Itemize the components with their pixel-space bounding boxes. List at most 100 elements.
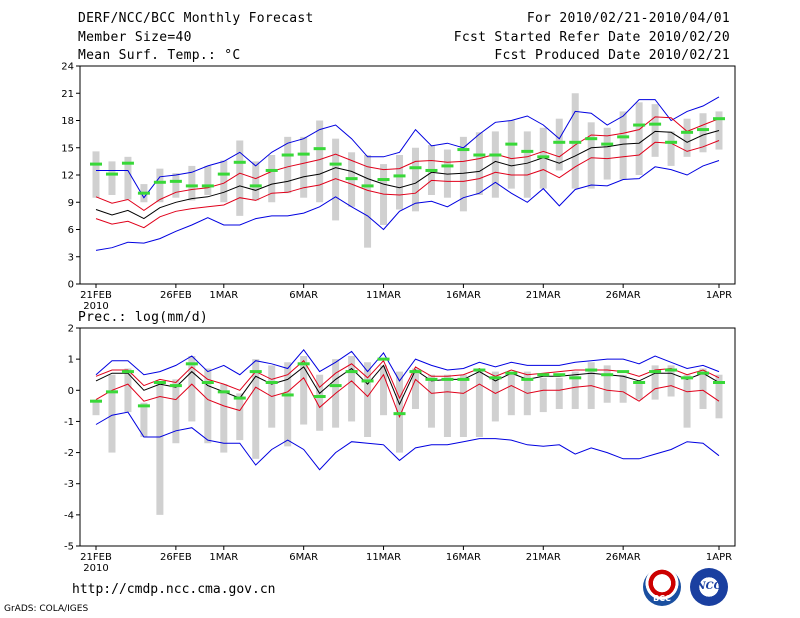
lower-spread-line (95, 140, 720, 229)
observed-marker (393, 412, 406, 416)
observed-marker (473, 368, 486, 372)
ensemble-box (316, 120, 324, 203)
observed-marker (377, 178, 390, 182)
ensemble-box (236, 140, 244, 216)
observed-marker (121, 161, 134, 165)
ensemble-box (523, 131, 531, 198)
lower-spread-line (95, 373, 720, 419)
observed-marker (329, 384, 342, 388)
member-size: Member Size=40 (78, 30, 192, 45)
observed-marker (441, 377, 454, 381)
observed-marker (409, 166, 422, 170)
observed-marker (185, 184, 198, 188)
mean-line (95, 130, 720, 220)
ensemble-box (156, 380, 164, 515)
observed-marker (90, 162, 102, 166)
max-line (95, 348, 720, 382)
observed-marker (153, 381, 166, 384)
ensemble-box (300, 136, 308, 198)
observed-marker (585, 137, 598, 141)
observed-marker (569, 376, 582, 380)
observed-marker (169, 384, 182, 388)
max-line (96, 96, 720, 199)
ensemble-box (396, 371, 404, 453)
observed-marker (505, 142, 518, 146)
observed-marker (425, 168, 438, 172)
y-tick-label: 2 (68, 324, 74, 335)
observed-marker (505, 371, 518, 375)
observed-marker (297, 152, 310, 156)
y-tick-label: 6 (68, 225, 74, 236)
x-tick-label: 21MAR (526, 552, 561, 563)
observed-marker (409, 370, 422, 374)
observed-marker (713, 117, 725, 121)
x-tick-label: 11MAR (366, 290, 401, 301)
ensemble-box (715, 374, 723, 419)
observed-marker (185, 362, 198, 366)
observed-marker (569, 140, 582, 144)
ensemble-box (683, 118, 691, 157)
observed-marker (249, 370, 262, 374)
observed-marker (153, 180, 166, 184)
ensemble-box (635, 384, 643, 400)
y-tick-label: -5 (64, 542, 74, 553)
observed-marker (137, 404, 150, 408)
x-tick-label: 16MAR (446, 290, 481, 301)
ensemble-box (699, 113, 707, 153)
ensemble-box (284, 362, 292, 447)
ensemble-box (491, 131, 499, 198)
ensemble-box (459, 374, 467, 437)
observed-marker (105, 172, 118, 176)
x-tick-label: 26MAR (606, 290, 641, 301)
observed-marker (393, 174, 406, 178)
x-tick-sublabel: 2010 (83, 301, 108, 312)
observed-marker (585, 368, 598, 372)
observed-marker (537, 155, 550, 159)
y-tick-label: 21 (61, 89, 74, 100)
chart-title: DERF/NCC/BCC Monthly Forecast (78, 11, 314, 26)
ensemble-box (427, 374, 435, 428)
ensemble-box (443, 374, 451, 437)
ensemble-box (587, 122, 595, 189)
observed-marker (665, 368, 678, 372)
source-url[interactable]: http://cmdp.ncc.cma.gov.cn (72, 582, 276, 597)
ensemble-box (364, 362, 372, 437)
x-tick-label: 21FEB (80, 290, 112, 301)
observed-marker (665, 140, 678, 144)
observed-marker (473, 153, 486, 157)
grads-credit: GrADS: COLA/IGES (4, 604, 89, 614)
ensemble-box (108, 161, 116, 195)
observed-marker (329, 162, 342, 166)
observed-marker (313, 395, 326, 399)
ensemble-box (603, 127, 611, 180)
ensemble-box (475, 371, 483, 437)
ensemble-box (683, 374, 691, 428)
y-tick-label: 3 (68, 252, 74, 263)
y-tick-label: 15 (61, 143, 74, 154)
ensemble-box (555, 377, 563, 409)
observed-marker (313, 147, 326, 151)
observed-marker (633, 123, 646, 127)
x-tick-label: 21MAR (526, 290, 561, 301)
mean-line (95, 364, 720, 406)
y-tick-label: 18 (61, 116, 74, 127)
min-line (95, 160, 720, 251)
observed-marker (489, 376, 502, 380)
ensemble-box (252, 359, 260, 459)
y-tick-label: 0 (68, 386, 74, 397)
ensemble-box (172, 379, 180, 444)
observed-marker (457, 377, 470, 381)
observed-marker (425, 377, 438, 381)
x-tick-label: 26FEB (160, 290, 192, 301)
ensemble-box (411, 368, 419, 409)
x-tick-label: 1APR (706, 552, 732, 563)
x-tick-label: 16MAR (446, 552, 481, 563)
ensemble-box (491, 371, 499, 422)
ensemble-box (571, 371, 579, 409)
observed-marker (521, 377, 534, 381)
ensemble-box (316, 374, 324, 431)
ensemble-box (667, 131, 675, 166)
observed-marker (233, 396, 246, 400)
observed-marker (265, 168, 278, 172)
ensemble-box (459, 136, 467, 212)
